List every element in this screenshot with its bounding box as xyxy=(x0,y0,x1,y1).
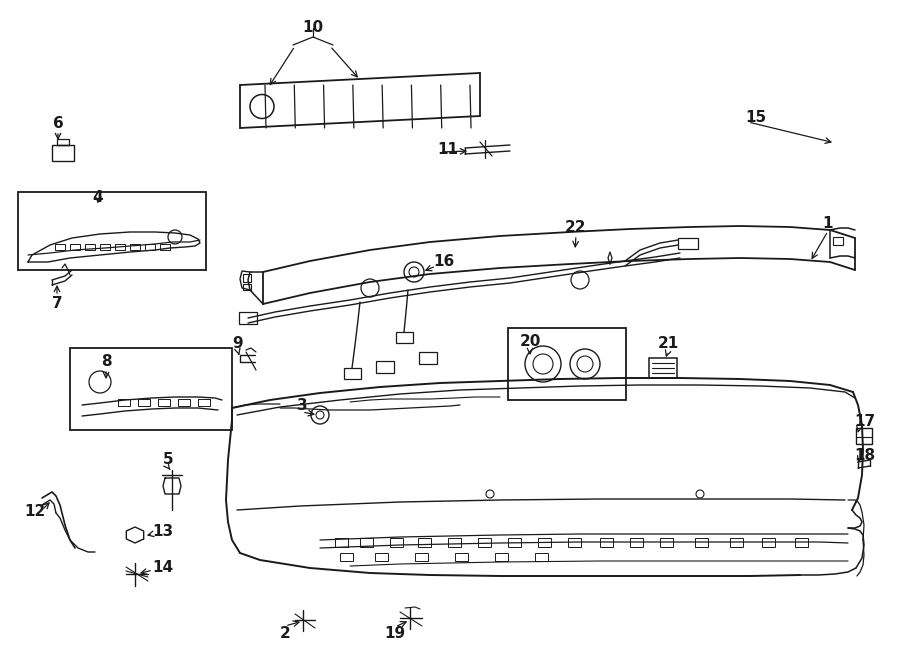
Bar xyxy=(52,145,74,161)
Bar xyxy=(762,538,775,547)
Text: 8: 8 xyxy=(101,354,112,369)
Bar xyxy=(600,538,613,547)
Bar xyxy=(57,139,69,145)
Bar xyxy=(55,244,65,250)
Bar xyxy=(360,538,373,547)
Text: 18: 18 xyxy=(854,449,876,463)
Text: 16: 16 xyxy=(434,254,454,270)
Text: 7: 7 xyxy=(51,295,62,311)
Bar xyxy=(198,399,210,406)
Bar xyxy=(660,538,673,547)
Text: 11: 11 xyxy=(437,143,458,157)
Bar xyxy=(730,538,743,547)
Bar xyxy=(695,538,708,547)
Text: 17: 17 xyxy=(854,414,876,430)
Bar xyxy=(243,274,251,282)
Text: 13: 13 xyxy=(152,524,174,539)
Bar xyxy=(418,538,431,547)
Text: 3: 3 xyxy=(297,399,307,414)
Text: 21: 21 xyxy=(657,336,679,352)
Bar xyxy=(70,348,232,430)
Bar xyxy=(344,368,361,379)
Bar xyxy=(419,352,437,364)
Text: 4: 4 xyxy=(93,190,104,206)
Text: 5: 5 xyxy=(163,453,174,467)
Bar xyxy=(118,399,130,406)
Bar xyxy=(70,244,80,250)
Text: 20: 20 xyxy=(519,334,541,350)
Bar xyxy=(85,244,95,250)
Bar xyxy=(335,538,348,547)
Bar xyxy=(508,328,626,400)
Bar xyxy=(340,553,353,561)
Bar xyxy=(390,538,403,547)
Text: 9: 9 xyxy=(233,336,243,352)
Bar xyxy=(630,538,643,547)
Bar xyxy=(100,244,110,250)
Bar xyxy=(415,553,428,561)
Bar xyxy=(145,244,155,250)
Bar xyxy=(856,428,872,444)
Text: 6: 6 xyxy=(52,116,63,132)
Text: 22: 22 xyxy=(565,221,587,235)
Bar xyxy=(239,312,257,324)
Bar xyxy=(833,237,843,245)
Bar xyxy=(130,244,140,250)
Bar xyxy=(568,538,581,547)
Bar xyxy=(243,284,251,290)
Bar xyxy=(495,553,508,561)
Text: 19: 19 xyxy=(384,627,406,641)
Bar xyxy=(508,538,521,547)
Bar xyxy=(795,538,808,547)
Text: 12: 12 xyxy=(24,504,46,520)
Text: 1: 1 xyxy=(823,217,833,231)
Bar xyxy=(396,332,413,343)
Text: 14: 14 xyxy=(152,561,174,576)
Bar xyxy=(478,538,491,547)
Bar xyxy=(115,244,125,250)
Text: 15: 15 xyxy=(745,110,767,124)
Bar xyxy=(448,538,461,547)
Bar xyxy=(375,553,388,561)
Bar xyxy=(160,244,170,250)
Bar xyxy=(678,238,698,249)
Bar xyxy=(138,399,150,406)
Bar xyxy=(178,399,190,406)
Bar xyxy=(649,358,677,378)
Bar xyxy=(535,553,548,561)
Text: 2: 2 xyxy=(280,625,291,641)
Bar xyxy=(18,192,206,270)
Bar xyxy=(158,399,170,406)
Bar xyxy=(538,538,551,547)
Text: 10: 10 xyxy=(302,20,324,36)
Bar xyxy=(376,361,394,373)
Bar xyxy=(455,553,468,561)
